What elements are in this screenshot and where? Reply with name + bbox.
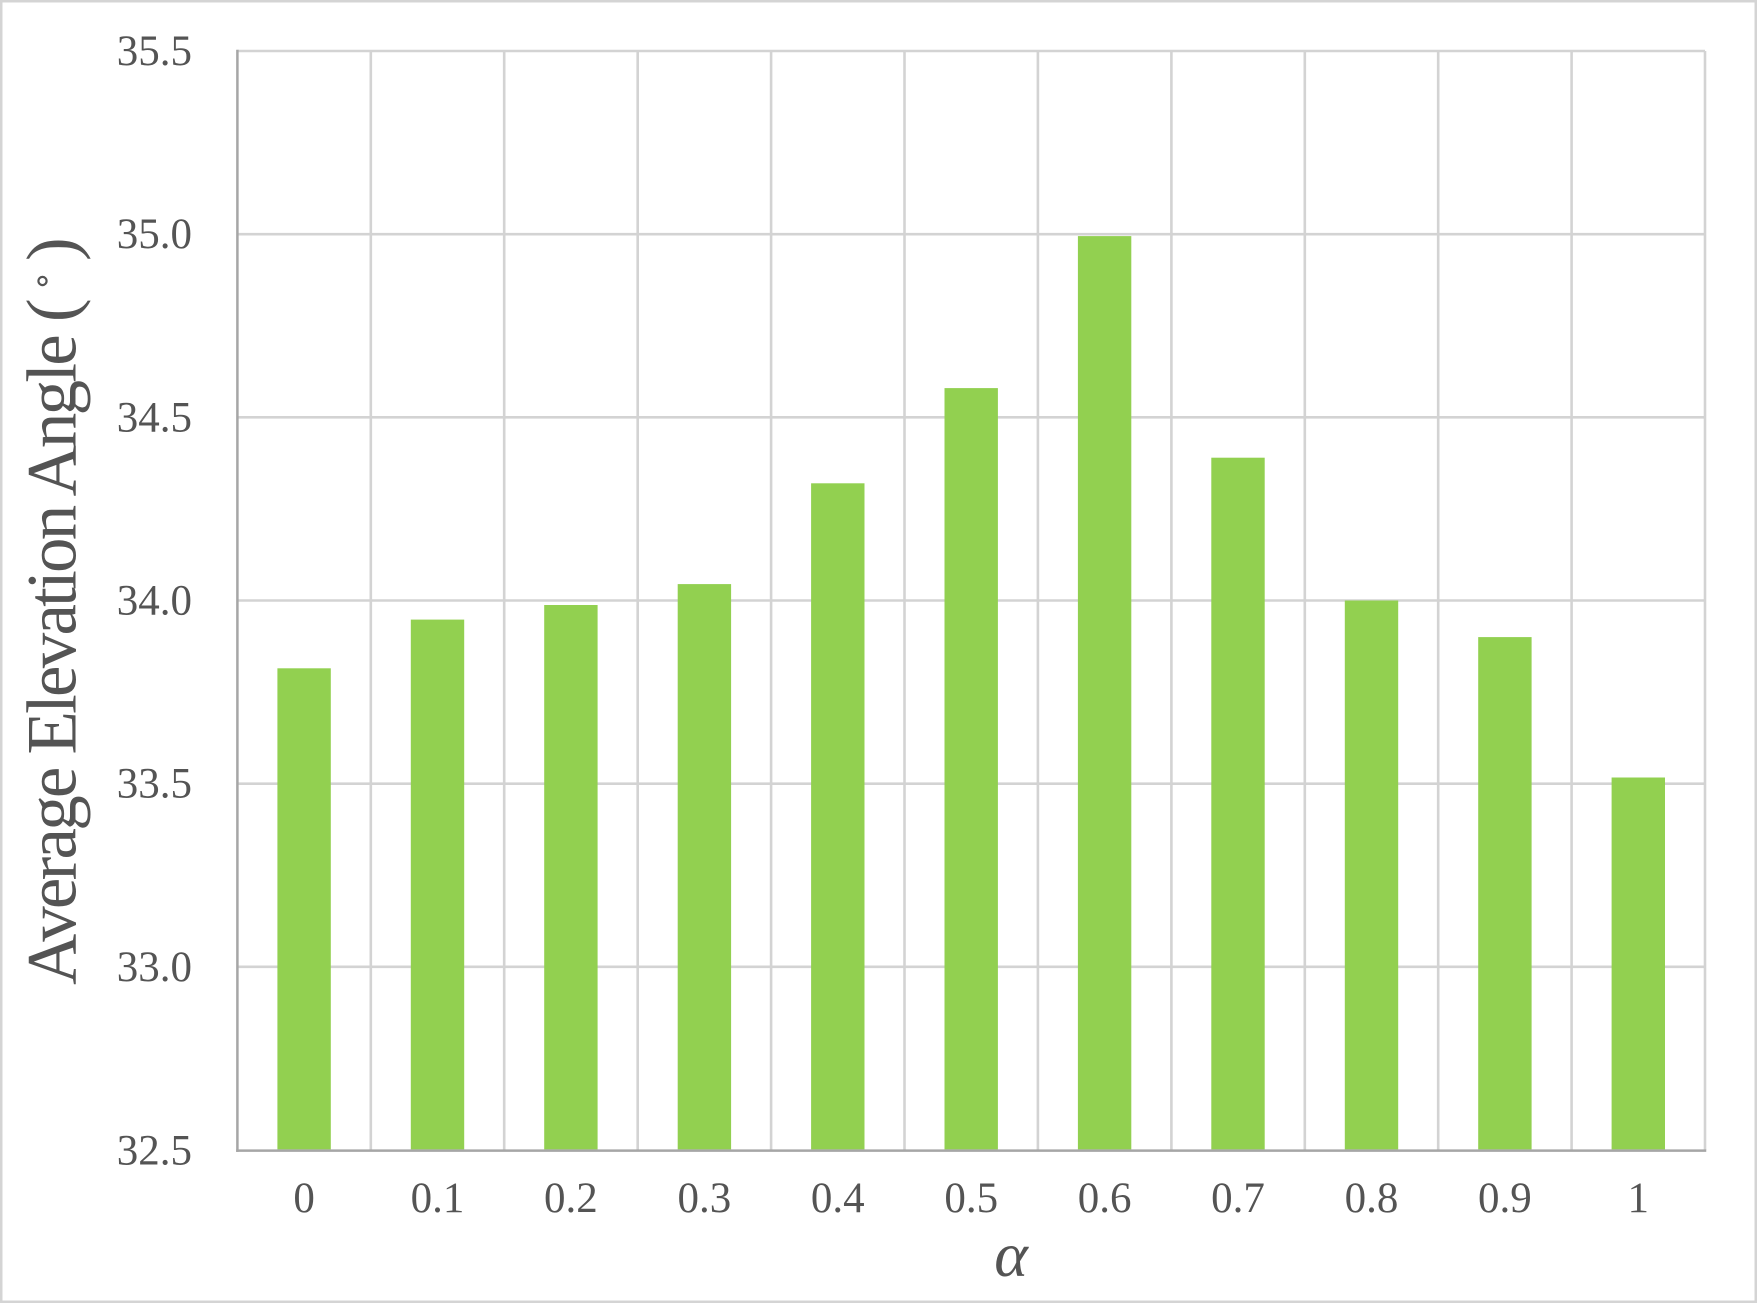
svg-text:35.5: 35.5 xyxy=(117,28,192,75)
svg-text:0.3: 0.3 xyxy=(678,1175,732,1222)
svg-text:0.7: 0.7 xyxy=(1211,1175,1265,1222)
svg-text:1: 1 xyxy=(1628,1175,1650,1222)
svg-text:0.1: 0.1 xyxy=(411,1175,465,1222)
svg-text:34.0: 34.0 xyxy=(117,578,192,625)
svg-text:33.5: 33.5 xyxy=(117,761,192,808)
svg-text:0: 0 xyxy=(293,1175,315,1222)
svg-text:34.5: 34.5 xyxy=(117,394,192,441)
svg-text:0.8: 0.8 xyxy=(1345,1175,1399,1222)
svg-text:α: α xyxy=(994,1219,1029,1290)
svg-text:0.4: 0.4 xyxy=(811,1175,865,1222)
svg-text:35.0: 35.0 xyxy=(117,211,192,258)
svg-text:32.5: 32.5 xyxy=(117,1128,192,1175)
svg-text:0.9: 0.9 xyxy=(1478,1175,1532,1222)
svg-text:Average Elevation Angle: Average Elevation Angle xyxy=(14,336,92,985)
svg-text:0.2: 0.2 xyxy=(544,1175,598,1222)
svg-text:): ) xyxy=(14,237,92,261)
svg-text:0.6: 0.6 xyxy=(1078,1175,1132,1222)
svg-text:33.0: 33.0 xyxy=(117,944,192,991)
svg-text:(: ( xyxy=(14,298,92,322)
svg-text:0.5: 0.5 xyxy=(944,1175,998,1222)
